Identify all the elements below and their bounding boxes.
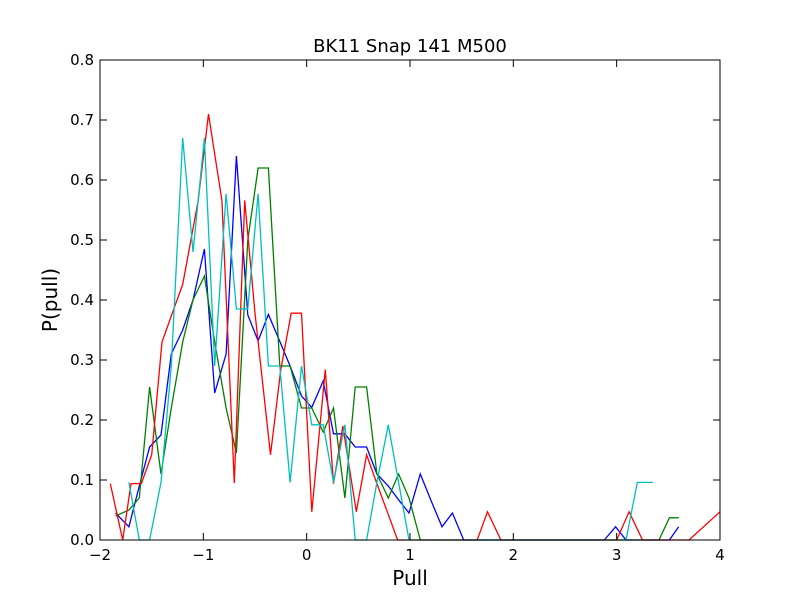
ticks-layer: −2 −1 0 1 2 3 4 0.0 0.1 0.2 0.3 0.4 0.5 0.6 0.7 0.8 [70,51,725,564]
x-tick-label: 3 [612,546,622,564]
y-tick-label: 0.0 [70,531,94,549]
y-tick-label: 0.2 [70,411,94,429]
x-axis-label: Pull [392,566,428,590]
y-tick-label: 0.3 [70,351,94,369]
x-tick-label: 0 [302,546,312,564]
y-tick-label: 0.8 [70,51,94,69]
y-tick-label: 0.4 [70,291,94,309]
y-tick-label: 0.5 [70,231,94,249]
y-tick-label: 0.6 [70,171,94,189]
x-tick-label: −2 [89,546,111,564]
x-tick-label: 2 [509,546,519,564]
x-tick-label: 4 [715,546,725,564]
y-tick-label: 0.7 [70,111,94,129]
y-axis-label: P(pull) [38,268,62,332]
x-tick-label: −1 [192,546,214,564]
x-tick-label: 1 [405,546,415,564]
y-tick-label: 0.1 [70,471,94,489]
chart-title: BK11 Snap 141 M500 [313,36,507,57]
